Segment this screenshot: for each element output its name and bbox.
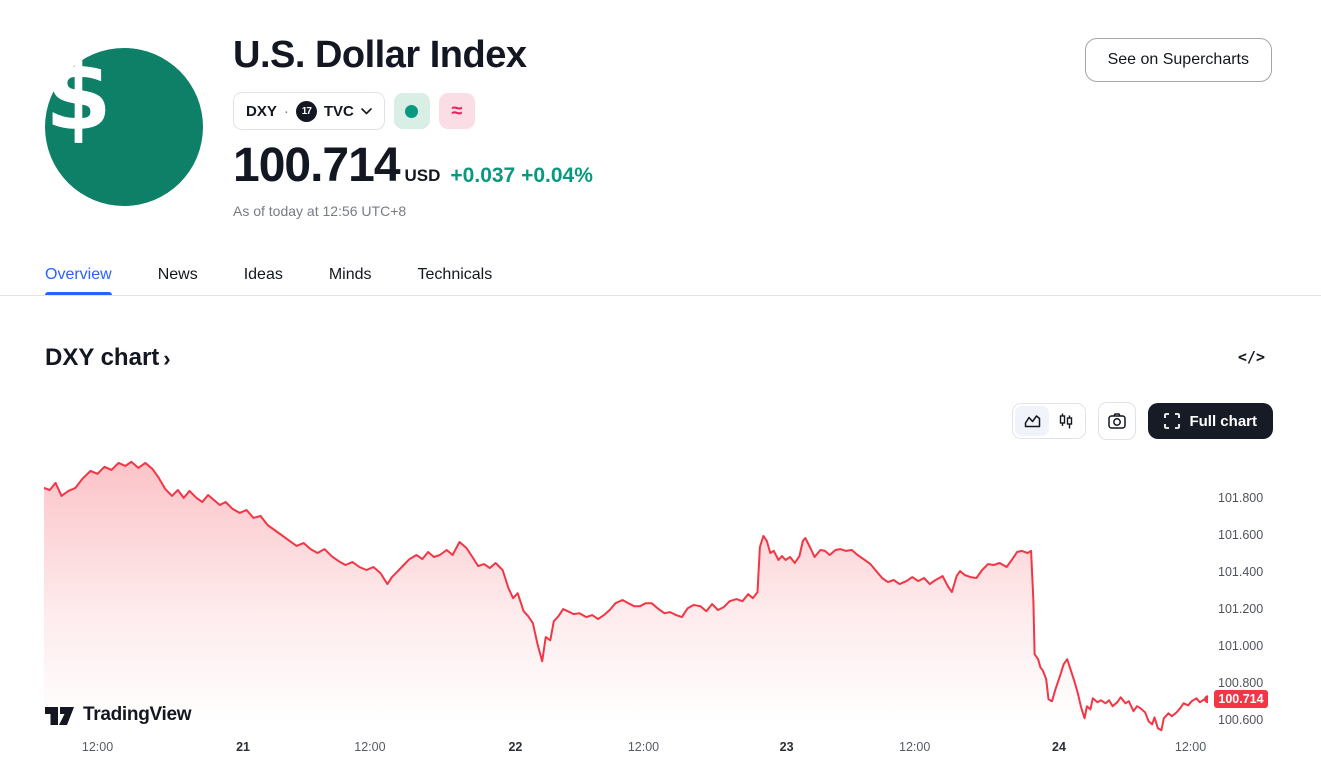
chevron-right-icon: › [163, 346, 171, 371]
last-price-dot [1204, 695, 1208, 704]
price-change: +0.037 +0.04% [450, 164, 592, 193]
delayed-data-badge[interactable]: ≈ [438, 93, 475, 129]
y-axis-label: 101.200 [1218, 602, 1264, 617]
x-axis-label: 12:00 [354, 740, 386, 754]
page-title: U.S. Dollar Index [233, 34, 527, 76]
tab-ideas[interactable]: Ideas [243, 266, 283, 283]
x-axis-label: 24 [1052, 740, 1066, 754]
embed-code-icon[interactable]: </> [1237, 348, 1265, 366]
x-axis-label: 21 [236, 740, 250, 754]
symbol-selector[interactable]: DXY · 17 TVC [233, 92, 385, 130]
x-axis-label: 12:00 [81, 740, 114, 754]
price-row: 100.714 USD +0.037 +0.04% [233, 139, 593, 193]
tab-minds[interactable]: Minds [328, 266, 372, 283]
tab-technicals[interactable]: Technicals [417, 266, 493, 283]
candlestick-chart-type-button[interactable] [1049, 406, 1083, 436]
price-change-pct: +0.04% [521, 163, 593, 187]
dollar-sign-icon: $ [45, 40, 112, 152]
tradingview-logo-icon [45, 707, 74, 725]
last-price-label: 100.714 [1214, 690, 1268, 709]
symbol-logo: $ [45, 48, 203, 206]
separator: · [283, 102, 289, 120]
y-axis-label: 101.800 [1218, 490, 1264, 505]
x-axis-label: 12:00 [1174, 740, 1207, 754]
candlestick-icon [1060, 413, 1073, 429]
x-axis-label: 12:00 [899, 740, 931, 754]
chart-type-toggle [1012, 403, 1087, 439]
screenshot-button[interactable] [1098, 402, 1137, 440]
exchange-name: TVC [323, 102, 354, 120]
price-change-abs: +0.037 [450, 163, 516, 187]
y-axis-label: 100.800 [1218, 676, 1264, 691]
area-fill [44, 461, 1208, 737]
y-axis-label: 101.400 [1218, 565, 1264, 580]
y-axis-label: 101.000 [1218, 639, 1264, 654]
x-axis-label: 12:00 [627, 740, 660, 754]
full-chart-label: Full chart [1189, 412, 1257, 430]
area-chart-type-button[interactable] [1015, 406, 1050, 436]
chart-toolbar: Full chart [1012, 402, 1273, 440]
tradingview-exchange-icon: 17 [295, 100, 317, 122]
price-line [44, 460, 1208, 732]
area-chart-icon [1024, 415, 1041, 428]
symbol-chip-row: DXY · 17 TVC ≈ [233, 92, 475, 130]
tab-overview[interactable]: Overview [45, 255, 112, 295]
y-axis-label: 100.600 [1218, 713, 1264, 728]
camera-icon [1108, 413, 1127, 429]
market-open-badge[interactable] [393, 93, 430, 129]
tab-bar: Overview News Ideas Minds Technicals [0, 255, 1321, 296]
as-of-timestamp: As of today at 12:56 UTC+8 [233, 203, 407, 219]
tradingview-watermark: TradingView [45, 703, 192, 726]
x-axis-label: 23 [779, 740, 794, 754]
fullscreen-icon [1164, 413, 1181, 429]
see-on-supercharts-button[interactable]: See on Supercharts [1084, 38, 1272, 82]
section-title: DXY chart [45, 344, 160, 371]
last-price: 100.714 [233, 139, 401, 192]
y-axis-label: 101.600 [1218, 527, 1264, 542]
tab-news[interactable]: News [157, 266, 198, 283]
market-open-dot-icon [405, 104, 419, 118]
price-chart[interactable] [44, 459, 1208, 737]
full-chart-button[interactable]: Full chart [1148, 403, 1273, 439]
dxy-chart-heading-link[interactable]: DXY chart › [45, 344, 171, 372]
x-axis-label: 22 [508, 740, 523, 754]
price-currency: USD [404, 165, 441, 185]
watermark-text: TradingView [83, 703, 192, 725]
chevron-down-icon [361, 107, 372, 115]
symbol-ticker: DXY [246, 102, 277, 120]
